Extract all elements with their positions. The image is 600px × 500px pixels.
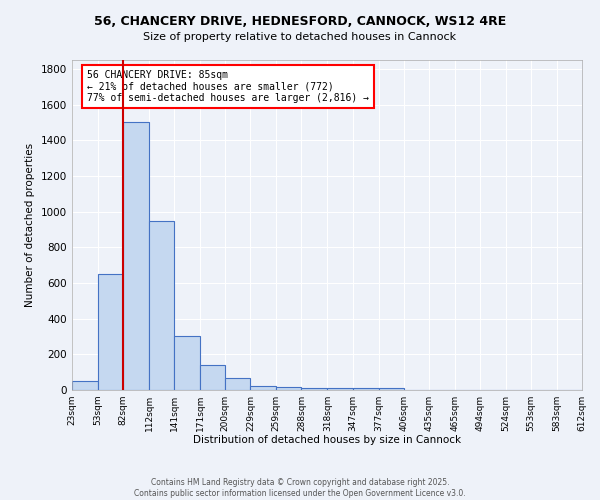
X-axis label: Distribution of detached houses by size in Cannock: Distribution of detached houses by size … [193, 436, 461, 446]
Text: 56 CHANCERY DRIVE: 85sqm
← 21% of detached houses are smaller (772)
77% of semi-: 56 CHANCERY DRIVE: 85sqm ← 21% of detach… [88, 70, 370, 103]
Bar [72, 381, 98, 390]
Y-axis label: Number of detached properties: Number of detached properties [25, 143, 35, 307]
Bar [250, 386, 277, 390]
Bar [123, 122, 149, 390]
Bar [200, 365, 225, 390]
Bar [353, 388, 379, 390]
Bar [149, 220, 174, 390]
Bar [328, 388, 353, 390]
Bar [277, 388, 301, 390]
Bar [379, 388, 404, 390]
Bar [225, 378, 250, 390]
Bar [174, 336, 200, 390]
Bar [301, 388, 328, 390]
Text: 56, CHANCERY DRIVE, HEDNESFORD, CANNOCK, WS12 4RE: 56, CHANCERY DRIVE, HEDNESFORD, CANNOCK,… [94, 15, 506, 28]
Text: Size of property relative to detached houses in Cannock: Size of property relative to detached ho… [143, 32, 457, 42]
Bar [98, 274, 123, 390]
Text: Contains HM Land Registry data © Crown copyright and database right 2025.
Contai: Contains HM Land Registry data © Crown c… [134, 478, 466, 498]
